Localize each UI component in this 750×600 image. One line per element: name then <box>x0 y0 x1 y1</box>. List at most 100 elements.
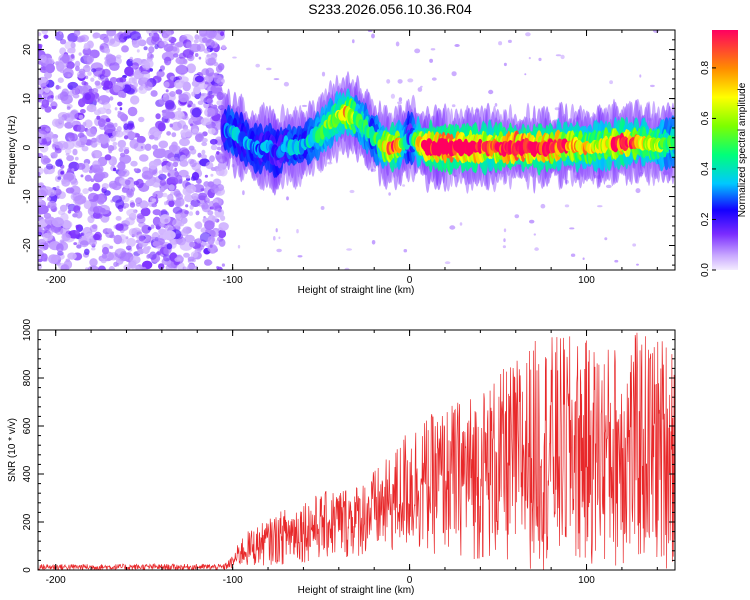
noise-speck <box>96 115 101 120</box>
y-tick-label: 800 <box>22 369 33 386</box>
noise-speck <box>75 65 80 72</box>
noise-speck <box>216 266 223 270</box>
snr-frame <box>37 329 676 571</box>
noise-speck <box>173 157 180 165</box>
noise-speck <box>49 98 53 103</box>
noise-speck <box>114 248 127 259</box>
noise-speck <box>209 230 216 238</box>
noise-speck <box>494 103 498 107</box>
noise-speck <box>60 39 67 45</box>
noise-speck <box>84 248 90 255</box>
noise-speck <box>534 247 539 251</box>
noise-speck <box>444 261 451 265</box>
ridge-blob <box>671 136 675 150</box>
noise-speck <box>189 204 194 210</box>
noise-speck <box>555 54 562 57</box>
noise-speck <box>560 54 565 60</box>
noise-speck <box>117 91 124 97</box>
x-tick-label: -200 <box>46 275 66 286</box>
noise-speck <box>177 113 182 117</box>
noise-speck <box>45 63 55 74</box>
noise-speck <box>65 203 71 207</box>
noise-speck <box>190 251 199 259</box>
noise-speck <box>85 233 94 239</box>
noise-speck <box>39 143 49 153</box>
noise-speck <box>158 97 168 105</box>
noise-speck <box>141 266 147 270</box>
noise-speck <box>48 254 59 264</box>
noise-speck <box>109 183 115 188</box>
noise-speck <box>488 89 494 95</box>
noise-speck <box>184 194 194 203</box>
noise-speck <box>55 84 60 90</box>
noise-speck <box>121 45 129 53</box>
noise-speck <box>106 30 117 37</box>
noise-speck <box>64 148 72 154</box>
noise-speck <box>57 176 62 180</box>
noise-speck <box>165 111 174 119</box>
noise-speck <box>40 155 50 165</box>
noise-speck <box>61 233 71 242</box>
noise-speck <box>125 236 129 240</box>
noise-speck <box>97 156 108 167</box>
spectrogram-x-ticks: -200 -100 0 100 <box>46 30 658 286</box>
noise-speck <box>167 173 171 177</box>
noise-speck <box>194 133 204 143</box>
noise-speck <box>403 249 408 253</box>
noise-speck <box>139 154 149 162</box>
noise-speck <box>143 46 148 51</box>
noise-speck <box>81 80 87 86</box>
noise-speck <box>237 244 241 249</box>
noise-speck <box>159 179 167 186</box>
noise-speck <box>210 173 214 177</box>
noise-speck <box>210 84 223 94</box>
noise-speck <box>86 55 95 63</box>
noise-speck <box>74 60 81 68</box>
noise-speck <box>78 98 86 108</box>
noise-speck <box>94 172 106 180</box>
noise-speck <box>570 253 576 257</box>
noise-speck <box>78 52 82 56</box>
noise-speck <box>41 30 48 35</box>
noise-speck <box>60 264 70 270</box>
noise-speck <box>117 31 125 40</box>
noise-speck <box>112 167 117 172</box>
noise-speck <box>196 167 201 173</box>
noise-speck <box>109 38 116 44</box>
noise-speck <box>164 218 169 223</box>
noise-speck <box>145 179 155 187</box>
noise-speck <box>191 103 196 109</box>
noise-speck <box>126 237 136 247</box>
noise-speck <box>632 243 637 247</box>
y-tick-label: -20 <box>22 238 33 253</box>
noise-speck <box>91 164 104 174</box>
noise-speck <box>67 252 77 260</box>
noise-speck <box>346 248 352 251</box>
noise-speck <box>198 56 202 60</box>
noise-speck <box>92 205 103 214</box>
noise-speck <box>38 204 49 215</box>
noise-speck <box>636 263 639 266</box>
noise-speck <box>105 118 111 123</box>
noise-speck <box>44 87 50 93</box>
noise-speck <box>524 73 527 76</box>
noise-speck <box>190 148 197 155</box>
noise-speck <box>185 175 191 180</box>
noise-speck <box>65 152 70 156</box>
noise-speck <box>163 256 167 260</box>
noise-speck <box>66 155 74 162</box>
noise-speck <box>141 170 153 180</box>
noise-speck <box>639 74 642 78</box>
noise-speck <box>46 163 53 170</box>
noise-speck <box>187 104 192 108</box>
noise-speck <box>104 190 111 196</box>
noise-speck <box>112 141 118 146</box>
noise-speck <box>155 113 161 120</box>
noise-speck <box>61 220 73 229</box>
noise-speck <box>86 104 97 113</box>
noise-speck <box>184 210 190 215</box>
noise-speck <box>371 240 376 245</box>
noise-speck <box>278 236 281 240</box>
noise-speck <box>115 81 125 91</box>
